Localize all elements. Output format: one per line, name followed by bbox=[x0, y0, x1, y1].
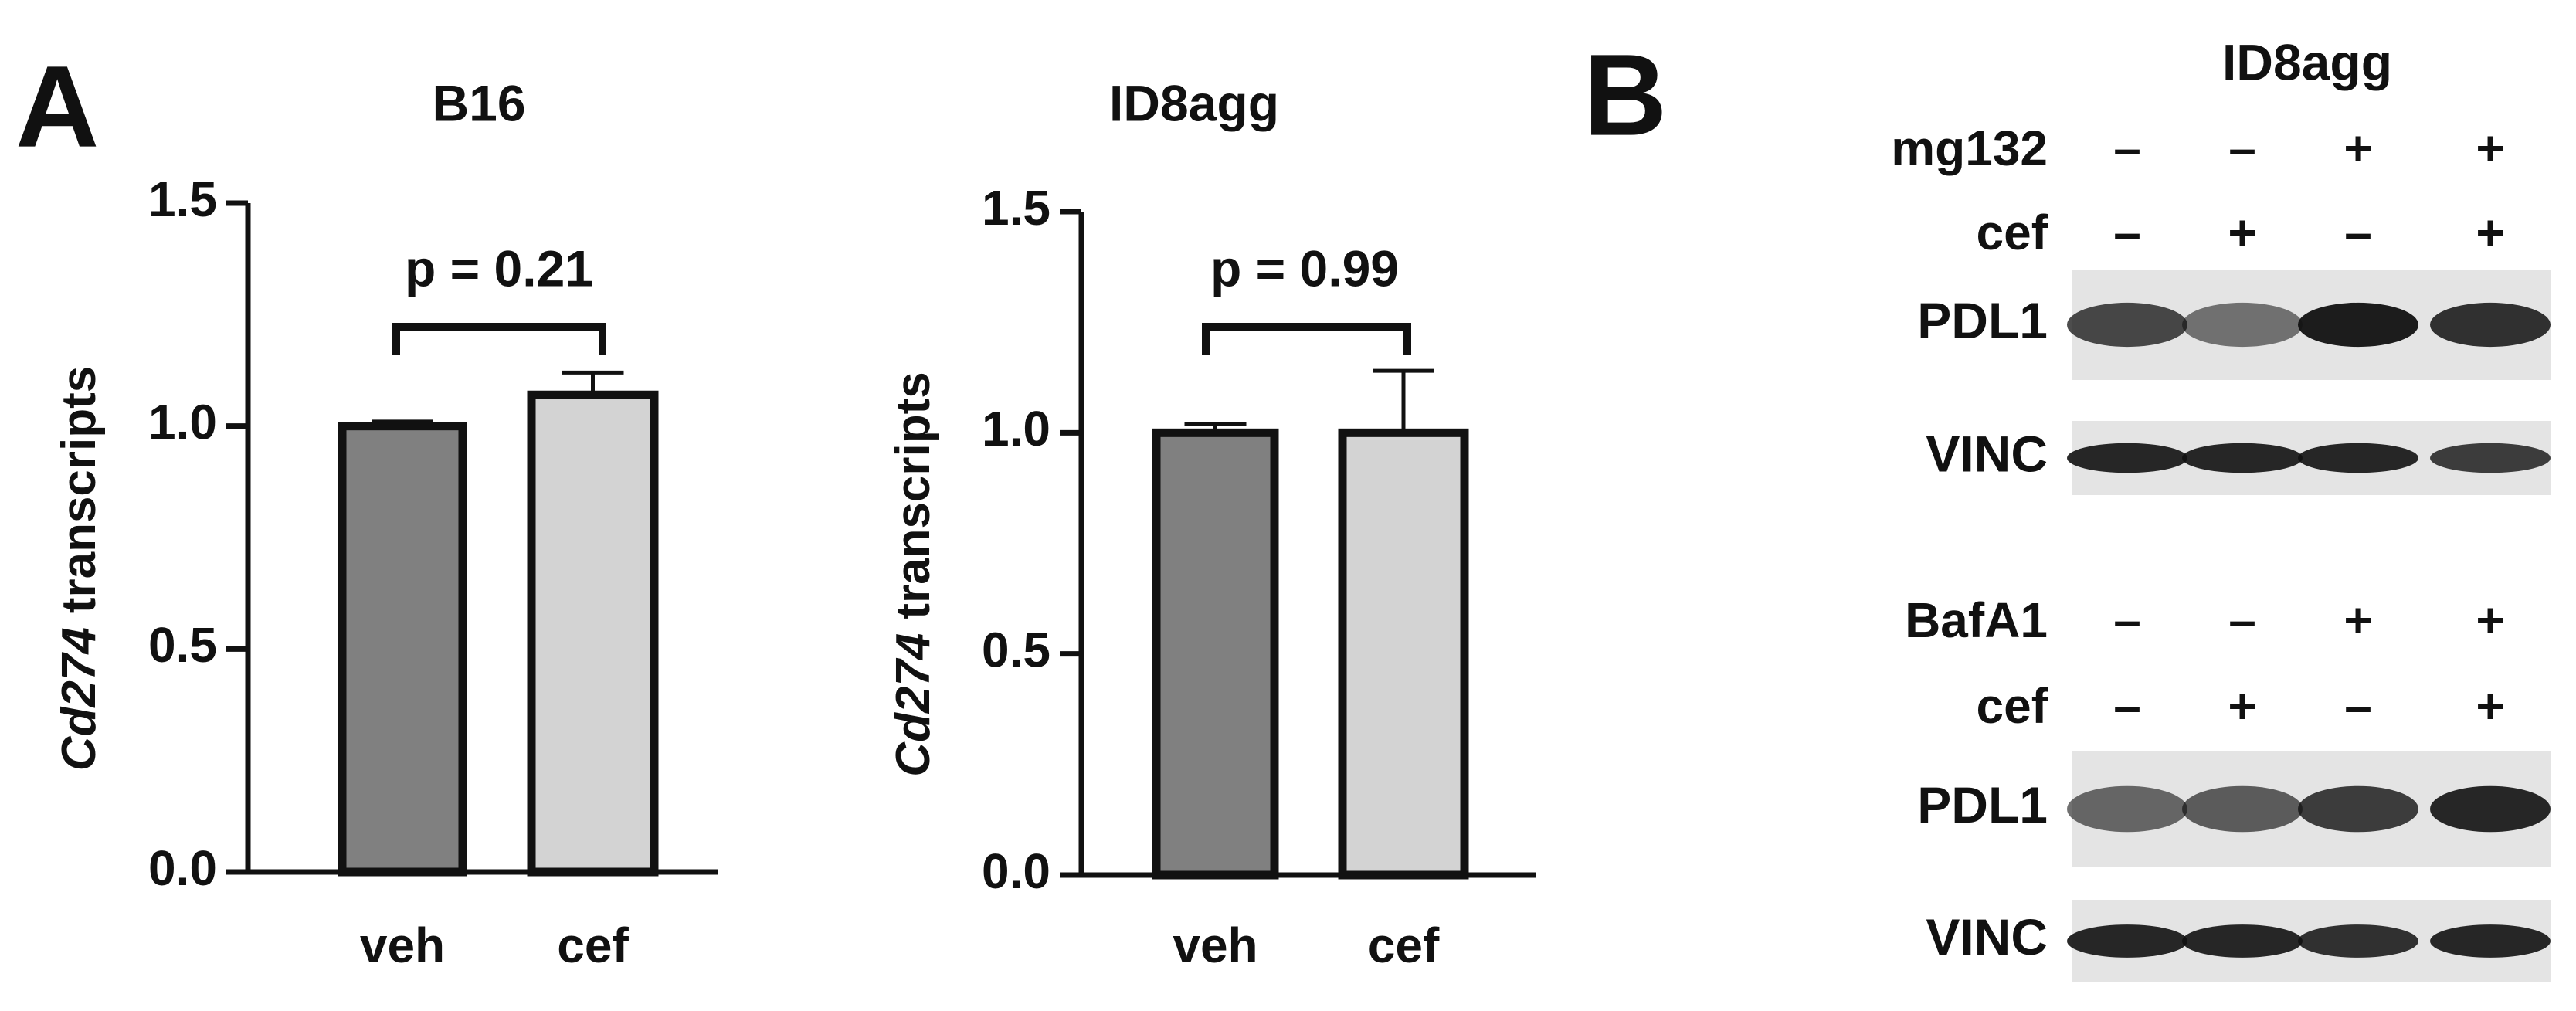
blot-band bbox=[2430, 924, 2551, 958]
treatment-label: BafA1 bbox=[1905, 592, 2048, 648]
blot-band bbox=[2430, 785, 2551, 833]
band-label: VINC bbox=[1926, 425, 2048, 482]
treatment-sign: + bbox=[2476, 120, 2504, 176]
y-axis-label-text: transcripts bbox=[53, 366, 106, 613]
y-axis-label-text: transcripts bbox=[887, 371, 940, 619]
chart-title: B16 bbox=[432, 74, 525, 131]
treatment-sign: + bbox=[2476, 592, 2504, 648]
treatment-sign: – bbox=[2344, 678, 2372, 734]
treatment-sign: – bbox=[2344, 205, 2372, 260]
blot-title: ID8agg bbox=[2222, 33, 2392, 90]
y-axis-label: Cd274 transcripts bbox=[887, 371, 940, 777]
blot-band bbox=[2182, 302, 2303, 348]
blot-band bbox=[2067, 785, 2187, 833]
treatment-sign: + bbox=[2476, 205, 2504, 260]
y-tick-label: 1.0 bbox=[982, 401, 1050, 456]
treatment-sign: – bbox=[2228, 592, 2256, 648]
treatment-label: mg132 bbox=[1891, 120, 2048, 176]
panel-label: B bbox=[1583, 30, 1667, 160]
y-tick-label: 0.5 bbox=[148, 617, 217, 673]
bar bbox=[527, 390, 659, 877]
treatment-label: cef bbox=[1977, 678, 2048, 734]
band-label: PDL1 bbox=[1917, 776, 2048, 833]
treatment-sign: + bbox=[2476, 678, 2504, 734]
x-tick-label: veh bbox=[360, 918, 445, 973]
blot-band bbox=[2298, 302, 2418, 348]
treatment-sign: + bbox=[2228, 205, 2256, 260]
band-label: PDL1 bbox=[1917, 292, 2048, 349]
panel-label: A bbox=[15, 42, 99, 171]
blot-band bbox=[2067, 443, 2187, 473]
blot-band bbox=[2298, 443, 2418, 473]
y-tick-label: 1.5 bbox=[148, 171, 217, 227]
treatment-sign: – bbox=[2113, 205, 2141, 260]
blot-band bbox=[2182, 924, 2303, 958]
x-tick-label: cef bbox=[557, 918, 629, 973]
blot-band bbox=[2182, 785, 2303, 833]
p-value: p = 0.99 bbox=[1210, 239, 1399, 297]
treatment-label: cef bbox=[1977, 205, 2048, 260]
treatment-sign: – bbox=[2228, 120, 2256, 176]
blot-band bbox=[2298, 785, 2418, 833]
y-tick-label: 1.5 bbox=[982, 180, 1050, 236]
y-tick-label: 0.5 bbox=[982, 623, 1050, 678]
bar bbox=[1338, 428, 1469, 880]
y-axis-label-italic: Cd274 bbox=[53, 627, 106, 771]
treatment-sign: – bbox=[2113, 592, 2141, 648]
treatment-sign: – bbox=[2113, 120, 2141, 176]
significance-bracket bbox=[1202, 323, 1411, 355]
x-tick-label: veh bbox=[1173, 918, 1257, 973]
blot-band bbox=[2182, 443, 2303, 473]
band-label: VINC bbox=[1926, 908, 2048, 965]
treatment-sign: + bbox=[2344, 592, 2372, 648]
treatment-sign: + bbox=[2344, 120, 2372, 176]
treatment-sign: + bbox=[2228, 678, 2256, 734]
y-tick-label: 0.0 bbox=[148, 840, 217, 896]
y-tick-label: 0.0 bbox=[982, 843, 1050, 899]
treatment-sign: – bbox=[2113, 678, 2141, 734]
y-axis-label: Cd274 transcripts bbox=[53, 366, 106, 772]
blot-band bbox=[2067, 924, 2187, 958]
bar bbox=[338, 422, 467, 877]
x-tick-label: cef bbox=[1368, 918, 1440, 973]
y-tick-label: 1.0 bbox=[148, 395, 217, 450]
significance-bracket bbox=[392, 323, 606, 355]
y-axis-label-italic: Cd274 bbox=[887, 633, 940, 777]
blot-band bbox=[2430, 302, 2551, 348]
p-value: p = 0.21 bbox=[405, 239, 593, 297]
chart-title: ID8agg bbox=[1109, 74, 1279, 131]
bar bbox=[1152, 428, 1279, 880]
blot-band bbox=[2430, 443, 2551, 473]
blot-band bbox=[2298, 924, 2418, 958]
blot-band bbox=[2067, 302, 2187, 348]
